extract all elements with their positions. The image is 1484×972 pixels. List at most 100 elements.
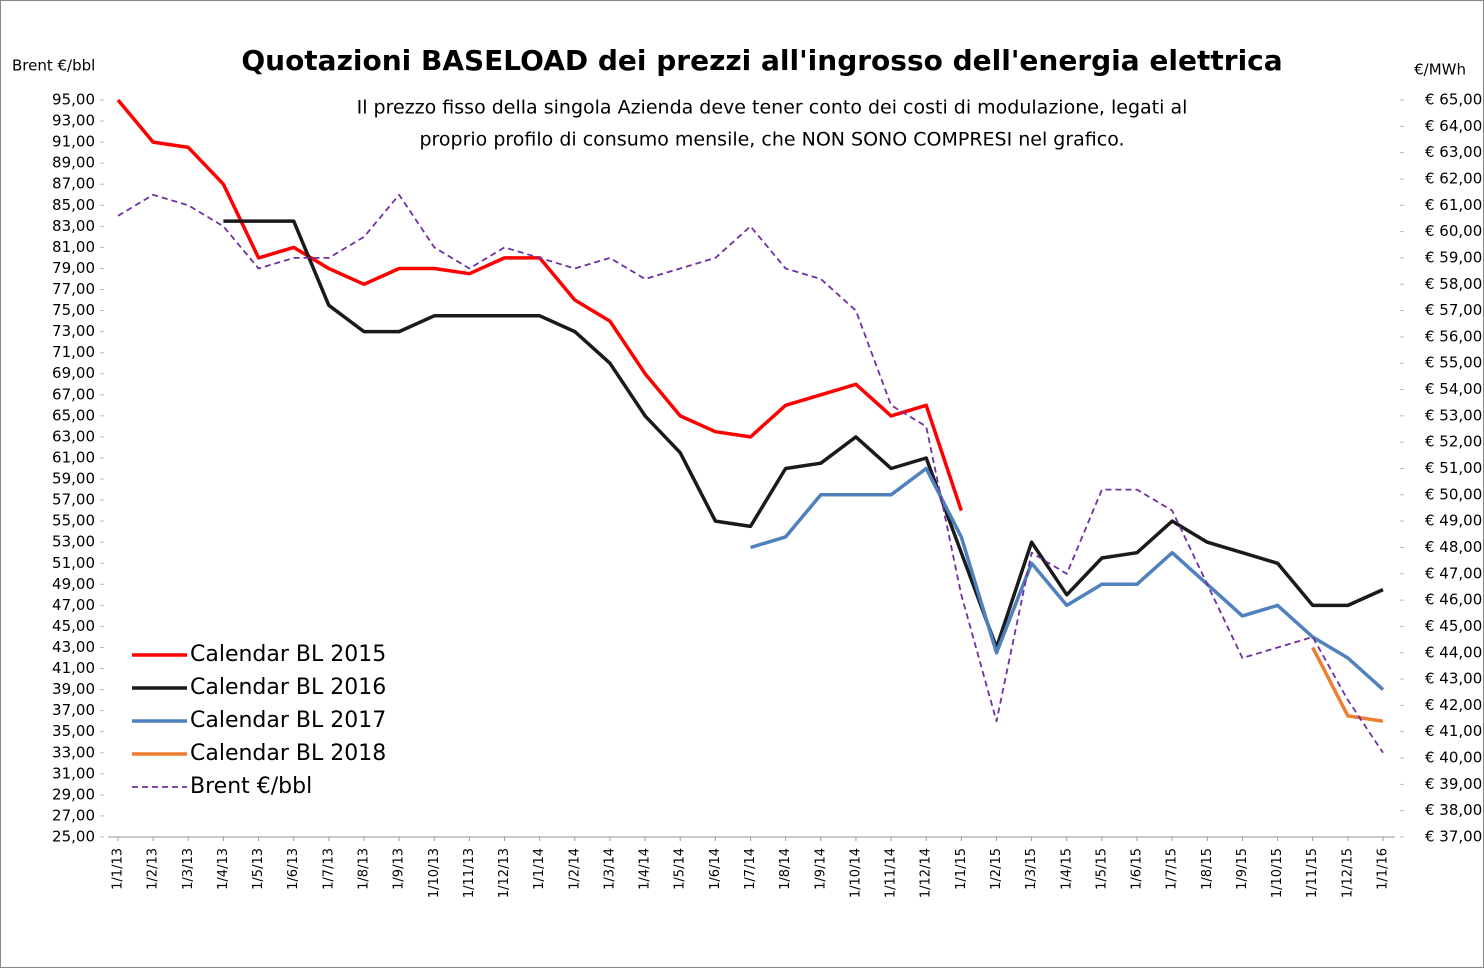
series-line <box>223 219 1384 650</box>
y-tick-label: 85,00 <box>52 196 95 214</box>
y2-tick-label: € 54,00 <box>1425 380 1482 398</box>
legend-label: Brent €/bbl <box>190 774 312 799</box>
y-tick-label: 83,00 <box>52 217 95 235</box>
series-line <box>1311 646 1384 723</box>
y2-tick-label: € 62,00 <box>1425 169 1482 187</box>
y-tick-label: 37,00 <box>52 701 95 719</box>
y-tick-label: 81,00 <box>52 238 95 256</box>
y2-tick-label: € 61,00 <box>1425 196 1482 214</box>
y2-tick-label: € 55,00 <box>1425 354 1482 372</box>
x-tick-label: 1/12/15 <box>1340 848 1355 898</box>
x-tick-label: 1/4/15 <box>1059 848 1074 890</box>
x-tick-label: 1/11/14 <box>884 848 899 898</box>
x-tick-label: 1/2/13 <box>146 848 161 890</box>
y-tick-label: 63,00 <box>52 427 95 445</box>
x-tick-label: 1/7/15 <box>1165 848 1180 890</box>
series-line <box>117 193 1384 754</box>
y2-tick-label: € 40,00 <box>1425 749 1482 767</box>
x-tick-label: 1/10/13 <box>427 848 442 898</box>
y2-tick-label: € 46,00 <box>1425 591 1482 609</box>
legend-label: Calendar BL 2017 <box>190 708 386 733</box>
y2-tick-label: € 39,00 <box>1425 775 1482 793</box>
y-tick-label: 73,00 <box>52 322 95 340</box>
legend-label: Calendar BL 2018 <box>190 741 386 766</box>
x-tick-label: 1/1/15 <box>954 848 969 890</box>
x-tick-label: 1/6/14 <box>708 848 723 890</box>
y-tick-label: 51,00 <box>52 554 95 572</box>
x-tick-label: 1/9/14 <box>813 848 828 890</box>
y-axis-label: Brent €/bbl <box>12 57 95 75</box>
x-tick-label: 1/9/15 <box>1235 848 1250 890</box>
x-tick-label: 1/12/13 <box>497 848 512 898</box>
x-tick-label: 1/10/15 <box>1270 848 1285 898</box>
y2-tick-label: € 57,00 <box>1425 301 1482 319</box>
y-tick-label: 35,00 <box>52 722 95 740</box>
x-tick-label: 1/3/14 <box>602 848 617 890</box>
y-tick-label: 55,00 <box>52 512 95 530</box>
y-tick-label: 43,00 <box>52 638 95 656</box>
y2-tick-label: € 38,00 <box>1425 801 1482 819</box>
x-tick-label: 1/5/15 <box>1094 848 1109 890</box>
y-tick-label: 29,00 <box>52 785 95 803</box>
x-tick-label: 1/8/14 <box>778 848 793 890</box>
x-tick-label: 1/11/13 <box>462 848 477 898</box>
y2-tick-label: € 43,00 <box>1425 670 1482 688</box>
y-tick-label: 59,00 <box>52 470 95 488</box>
y2-tick-label: € 42,00 <box>1425 696 1482 714</box>
y-tick-label: 89,00 <box>52 154 95 172</box>
y2-tick-label: € 41,00 <box>1425 722 1482 740</box>
y-tick-label: 69,00 <box>52 364 95 382</box>
y-tick-label: 65,00 <box>52 406 95 424</box>
y-tick-label: 41,00 <box>52 659 95 677</box>
y2-tick-label: € 47,00 <box>1425 564 1482 582</box>
y-tick-label: 45,00 <box>52 617 95 635</box>
y-tick-label: 27,00 <box>52 806 95 824</box>
x-tick-label: 1/5/14 <box>673 848 688 890</box>
y2-tick-label: € 52,00 <box>1425 433 1482 451</box>
x-tick-label: 1/5/13 <box>251 848 266 890</box>
y-tick-label: 87,00 <box>52 175 95 193</box>
y2-tick-label: € 48,00 <box>1425 538 1482 556</box>
y-tick-label: 31,00 <box>52 764 95 782</box>
x-tick-label: 1/10/14 <box>848 848 863 898</box>
y2-tick-label: € 58,00 <box>1425 275 1482 293</box>
y2-tick-label: € 45,00 <box>1425 617 1482 635</box>
y2-tick-label: € 50,00 <box>1425 485 1482 503</box>
x-tick-label: 1/7/13 <box>321 848 336 890</box>
y-tick-label: 25,00 <box>52 828 95 846</box>
y2-tick-label: € 60,00 <box>1425 222 1482 240</box>
legend-label: Calendar BL 2016 <box>190 675 386 700</box>
y2-tick-label: € 65,00 <box>1425 91 1482 109</box>
x-tick-label: 1/7/14 <box>743 848 758 890</box>
x-tick-label: 1/3/15 <box>1024 848 1039 890</box>
chart-subtitle: Il prezzo fisso della singola Azienda de… <box>357 97 1188 119</box>
x-tick-label: 1/6/13 <box>286 848 301 890</box>
y-tick-label: 71,00 <box>52 343 95 361</box>
y-tick-label: 79,00 <box>52 259 95 277</box>
series-line <box>749 466 1385 691</box>
x-tick-label: 1/1/13 <box>111 848 126 890</box>
y-tick-label: 61,00 <box>52 448 95 466</box>
y-tick-label: 91,00 <box>52 133 95 151</box>
y2-tick-label: € 53,00 <box>1425 406 1482 424</box>
y2-tick-label: € 63,00 <box>1425 143 1482 161</box>
y2-tick-label: € 37,00 <box>1425 828 1482 846</box>
x-tick-label: 1/6/15 <box>1130 848 1145 890</box>
x-tick-label: 1/4/14 <box>638 848 653 890</box>
y2-tick-label: € 44,00 <box>1425 643 1482 661</box>
x-tick-label: 1/3/13 <box>181 848 196 890</box>
chart-title: Quotazioni BASELOAD dei prezzi all'ingro… <box>241 44 1282 77</box>
y2-tick-label: € 59,00 <box>1425 248 1482 266</box>
x-tick-label: 1/12/14 <box>919 848 934 898</box>
y-tick-label: 33,00 <box>52 743 95 761</box>
y-tick-label: 75,00 <box>52 301 95 319</box>
y2-tick-label: € 51,00 <box>1425 459 1482 477</box>
y-tick-label: 95,00 <box>52 91 95 109</box>
x-tick-label: 1/2/15 <box>989 848 1004 890</box>
x-tick-label: 1/2/14 <box>567 848 582 890</box>
legend-label: Calendar BL 2015 <box>190 642 386 667</box>
x-tick-label: 1/8/15 <box>1200 848 1215 890</box>
y-tick-label: 53,00 <box>52 533 95 551</box>
